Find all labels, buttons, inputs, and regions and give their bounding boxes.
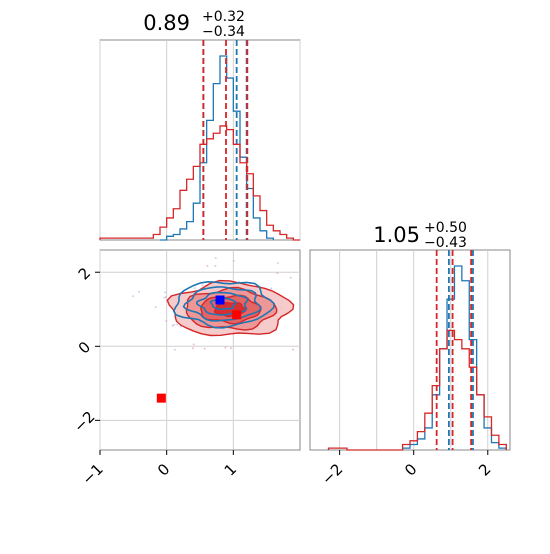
y-tick-label: 0 (75, 338, 94, 357)
histogram-title-minus-param1: −0.34 (202, 24, 245, 40)
scatter-point (291, 348, 294, 351)
contour-panel (99, 249, 326, 451)
scatter-point (164, 291, 167, 294)
scatter-point (132, 295, 135, 298)
scatter-point (163, 296, 166, 299)
y-tick-label: 2 (75, 264, 94, 283)
scatter-point (138, 290, 141, 293)
contour-blue-level-3 (209, 296, 238, 311)
histogram-step-1 (327, 329, 507, 451)
x-tick-label: 1 (221, 460, 240, 479)
scatter-point (171, 324, 174, 327)
scatter-point (224, 346, 227, 349)
scatter-point (173, 323, 176, 326)
x-tick-label: 0 (401, 460, 420, 479)
scatter-point (270, 287, 273, 290)
scatter-point (176, 323, 179, 326)
scatter-point (230, 347, 233, 350)
marker-2 (156, 393, 166, 403)
marker-0 (215, 295, 225, 305)
marginal-histogram-param2: 1.05 +0.50 −0.43 (309, 220, 511, 451)
contour-blue-level-0 (172, 280, 275, 329)
scatter-point (193, 287, 196, 290)
scatter-point (276, 261, 279, 264)
histogram-title-plus-param1: +0.32 (202, 9, 245, 25)
scatter-point (214, 257, 217, 260)
y-tick-label: −2 (70, 408, 98, 436)
scatter-point (164, 295, 167, 298)
scatter-point (165, 320, 168, 323)
scatter-point (203, 347, 206, 350)
scatter-point (276, 272, 279, 275)
scatter-point (232, 259, 235, 262)
histogram-title-param1: 0.89 (143, 11, 190, 35)
histogram-step-1 (99, 125, 300, 241)
histogram-step-0 (160, 55, 274, 241)
marker-1 (232, 310, 242, 320)
histogram-title-plus-param2: +0.50 (424, 220, 467, 236)
x-tick-label: 2 (475, 460, 494, 479)
scatter-point (154, 306, 157, 309)
scatter-point (173, 348, 176, 351)
x-tick-label: −1 (78, 460, 106, 488)
x-tick-label: −2 (318, 460, 346, 488)
scatter-point (289, 276, 292, 279)
axes-frame (99, 39, 301, 241)
scatter-point (201, 284, 204, 287)
histogram-title-param2: 1.05 (373, 223, 420, 247)
histogram-title-minus-param2: −0.43 (424, 235, 467, 251)
marginal-histogram-param1: 0.89 +0.32 −0.34 (99, 9, 301, 241)
x-tick-label: 0 (154, 460, 173, 479)
scatter-point (206, 265, 209, 268)
scatter-point (192, 343, 195, 346)
scatter-point (214, 264, 217, 267)
scatter-point (191, 347, 194, 350)
